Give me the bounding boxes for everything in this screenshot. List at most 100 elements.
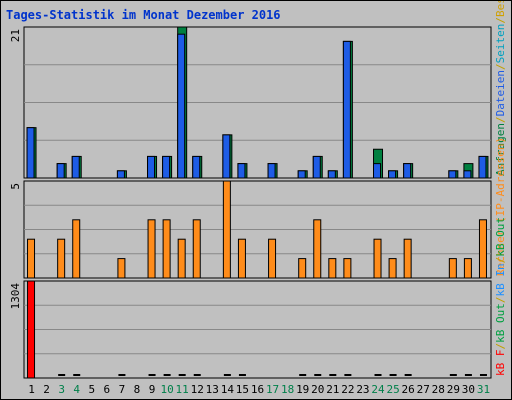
legend-item-kbytes-5: /	[494, 257, 507, 264]
legend-item-anfragen-dateien-1: /	[494, 116, 507, 123]
bar-dateien-24	[373, 163, 382, 179]
bar-kb-small-11	[178, 374, 186, 376]
y-max-label-kbytes: 1304	[9, 283, 22, 310]
bar-dateien-26	[403, 163, 412, 179]
bar-dateien-9	[147, 155, 156, 179]
x-tick-label-2: 2	[43, 383, 50, 396]
x-tick-label-12: 12	[191, 383, 204, 396]
bar-dateien-31	[478, 155, 487, 179]
bar-kb-small-3	[58, 374, 66, 376]
bar-dateien-3	[56, 163, 65, 179]
bar-rechner-14	[222, 180, 231, 279]
x-tick-label-26: 26	[402, 383, 415, 396]
bar-kb-small-7	[118, 374, 126, 376]
bar-kb-small-29	[449, 374, 457, 376]
x-tick-label-1: 1	[28, 383, 35, 396]
bar-rechner-20	[313, 219, 322, 279]
legend-item-anfragen-dateien-2: Dateien	[494, 70, 507, 116]
legend-item-kbytes-3: /	[494, 297, 507, 304]
bar-rechner-7	[117, 258, 126, 279]
bar-rechner-4	[72, 219, 81, 279]
bar-rechner-17	[268, 238, 277, 279]
legend-anfragen-dateien: Anfragen/Dateien/Seiten/Besuche	[494, 1, 507, 176]
legend-kbytes: kB F/kB Out/kB In/kB Out	[494, 217, 507, 376]
x-tick-label-29: 29	[447, 383, 460, 396]
x-tick-label-9: 9	[149, 383, 156, 396]
bar-dateien-17	[267, 163, 276, 179]
bar-kb-small-19	[299, 374, 307, 376]
x-tick-label-4: 4	[73, 383, 80, 396]
bar-kb-small-25	[389, 374, 397, 376]
x-tick-label-20: 20	[311, 383, 324, 396]
x-tick-label-22: 22	[341, 383, 354, 396]
bar-kb-small-15	[238, 374, 246, 376]
bar-dateien-4	[71, 155, 80, 179]
x-tick-label-19: 19	[296, 383, 309, 396]
bar-dateien-29	[448, 170, 457, 179]
bar-rechner-9	[147, 219, 156, 279]
bar-rechner-10	[162, 219, 171, 279]
bar-kb-small-26	[404, 374, 412, 376]
bar-kb-small-9	[148, 374, 156, 376]
x-tick-label-10: 10	[160, 383, 173, 396]
bar-kb-small-14	[223, 374, 231, 376]
x-tick-label-27: 27	[417, 383, 430, 396]
y-max-label-anfragen-dateien: 21	[9, 29, 22, 42]
bar-kb-small-10	[163, 374, 171, 376]
bar-kb-f-1	[27, 280, 36, 379]
bar-kb-small-20	[314, 374, 322, 376]
bar-kb-small-21	[329, 374, 337, 376]
legend-item-anfragen-dateien-6: Besuche	[494, 1, 507, 17]
legend-item-kbytes-2: kB Out	[494, 303, 507, 343]
bar-kb-small-12	[193, 374, 201, 376]
bar-rechner-21	[328, 258, 337, 279]
legend-item-anfragen-dateien-5: /	[494, 17, 507, 24]
bar-rechner-3	[57, 238, 66, 279]
x-tick-label-7: 7	[119, 383, 126, 396]
bar-rechner-31	[478, 219, 487, 279]
x-tick-label-8: 8	[134, 383, 141, 396]
bar-dateien-19	[297, 170, 306, 179]
bar-rechner-12	[192, 219, 201, 279]
bar-rechner-15	[237, 238, 246, 279]
legend-item-kbytes-0: kB F	[494, 350, 507, 377]
bar-dateien-30	[463, 170, 472, 179]
bar-dateien-11	[177, 33, 186, 179]
legend-item-rechner-0: Rechner (IP-Adressen)	[494, 137, 507, 276]
bar-dateien-22	[342, 40, 351, 179]
legend-item-kbytes-1: /	[494, 343, 507, 350]
bar-dateien-20	[312, 155, 321, 179]
legend-item-anfragen-dateien-0: Anfragen	[494, 123, 507, 176]
bar-dateien-14	[222, 134, 231, 179]
bar-rechner-30	[463, 258, 472, 279]
legend-rechner: Rechner (IP-Adressen)	[494, 137, 507, 276]
x-tick-label-23: 23	[356, 383, 369, 396]
bar-kb-small-4	[73, 374, 81, 376]
legend-item-kbytes-6: kB Out	[494, 217, 507, 257]
x-tick-label-11: 11	[176, 383, 189, 396]
bar-rechner-25	[388, 258, 397, 279]
bar-dateien-7	[116, 170, 125, 179]
bar-dateien-21	[327, 170, 336, 179]
bar-dateien-15	[237, 163, 246, 179]
bar-dateien-10	[162, 155, 171, 179]
bar-kb-small-31	[479, 374, 487, 376]
x-tick-label-5: 5	[88, 383, 95, 396]
x-tick-label-21: 21	[326, 383, 339, 396]
chart-title: Tages-Statistik im Monat Dezember 2016	[6, 8, 281, 22]
bar-dateien-1	[26, 127, 35, 179]
bar-rechner-26	[403, 238, 412, 279]
legend-item-anfragen-dateien-3: /	[494, 63, 507, 70]
x-tick-label-28: 28	[432, 383, 445, 396]
x-tick-label-31: 31	[477, 383, 490, 396]
x-tick-label-30: 30	[462, 383, 475, 396]
x-tick-label-15: 15	[236, 383, 249, 396]
x-tick-label-25: 25	[386, 383, 399, 396]
x-tick-label-6: 6	[104, 383, 111, 396]
y-max-label-rechner: 5	[9, 183, 22, 190]
bar-rechner-24	[373, 238, 382, 279]
bar-kb-small-24	[374, 374, 382, 376]
x-tick-label-24: 24	[371, 383, 385, 396]
